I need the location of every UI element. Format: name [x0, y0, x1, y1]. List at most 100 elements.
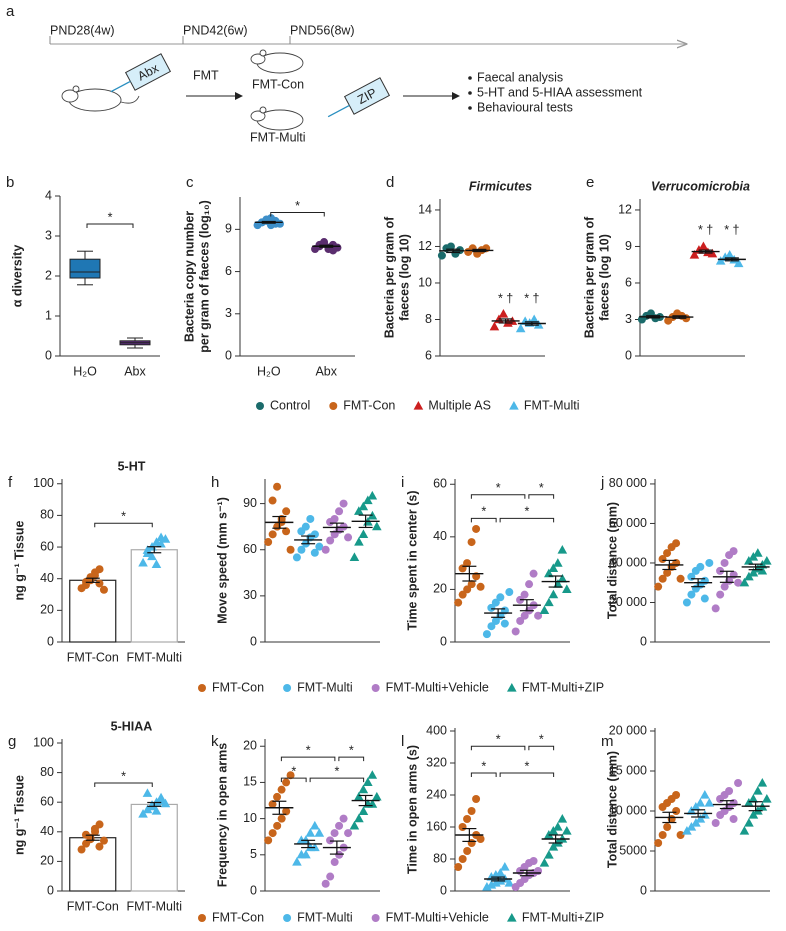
data-point	[654, 839, 663, 847]
data-point	[372, 521, 382, 531]
data-point	[354, 506, 364, 515]
y-axis-label: Time spent in center (s)	[405, 490, 419, 630]
y-tick-label: 10	[243, 811, 257, 825]
data-point	[463, 559, 472, 568]
data-point	[349, 820, 360, 830]
legend-label: FMT-Multi	[297, 910, 353, 924]
data-point	[358, 529, 369, 538]
data-point	[487, 622, 496, 631]
data-point	[711, 819, 720, 827]
y-tick-label: 160	[426, 819, 447, 833]
data-point	[663, 568, 672, 577]
data-point	[672, 791, 681, 799]
legend-marker	[198, 684, 206, 692]
bar	[69, 579, 117, 643]
chart-title: 5-HIAA	[111, 719, 153, 733]
legend-marker	[283, 914, 292, 922]
data-point	[753, 786, 763, 795]
data-point	[529, 569, 538, 578]
legend-label: Multiple AS	[428, 398, 491, 412]
panel-letter: j	[600, 474, 604, 491]
data-point	[720, 582, 729, 591]
data-point	[330, 858, 339, 867]
data-point	[268, 530, 277, 539]
data-point	[138, 809, 148, 818]
y-tick-label: 60 000	[609, 516, 647, 530]
annotation: * †	[498, 292, 513, 306]
data-point	[729, 547, 738, 556]
panel-letter: m	[601, 733, 614, 750]
data-point	[330, 514, 339, 523]
data-point	[534, 867, 543, 875]
data-point	[489, 321, 500, 331]
panel-letter: k	[211, 733, 219, 750]
data-point	[330, 829, 339, 838]
data-point	[557, 573, 568, 583]
arrow-label: FMT	[193, 68, 219, 82]
data-point	[358, 501, 369, 511]
data-point	[562, 826, 572, 835]
data-point	[138, 557, 148, 567]
data-point	[310, 842, 320, 852]
data-point	[305, 828, 316, 837]
y-tick-label: 9	[225, 222, 232, 236]
legend-marker	[413, 401, 424, 410]
y-axis-label: faeces (log 10)	[597, 234, 611, 321]
significance-bracket	[309, 777, 365, 783]
panel-letter: c	[186, 174, 194, 191]
data-point	[358, 806, 369, 815]
data-point	[349, 552, 360, 562]
data-point	[273, 792, 282, 801]
data-point	[273, 821, 282, 830]
y-tick-label: 1	[45, 308, 52, 322]
y-tick-label: 20	[40, 854, 54, 868]
data-point	[658, 555, 667, 564]
y-tick-label: 240	[426, 787, 447, 801]
data-point	[301, 849, 311, 859]
data-point	[95, 579, 104, 588]
significance-label: *	[496, 732, 501, 746]
data-point	[326, 872, 335, 881]
y-tick-label: 40	[40, 824, 54, 838]
data-point	[511, 627, 520, 636]
data-point	[372, 791, 382, 801]
data-point	[339, 499, 348, 508]
data-point	[658, 831, 667, 839]
panel-letter: h	[211, 474, 219, 491]
data-point	[476, 835, 485, 843]
data-point	[321, 879, 330, 888]
y-axis-label: Frequency in open arms	[215, 743, 229, 888]
legend-marker	[507, 683, 517, 692]
data-point	[314, 828, 325, 837]
data-point	[344, 829, 353, 838]
data-point	[562, 584, 572, 594]
data-point	[504, 878, 515, 887]
y-tick-label: 10	[418, 275, 432, 289]
data-point	[663, 549, 672, 558]
data-point	[500, 862, 510, 871]
data-point	[90, 571, 99, 580]
data-point	[498, 309, 509, 318]
y-tick-label: 0	[250, 634, 257, 648]
y-axis-label: faeces (log 10)	[397, 234, 411, 321]
y-tick-label: 80	[40, 765, 54, 779]
data-point	[151, 559, 162, 569]
y-tick-label: 12	[418, 239, 432, 253]
data-point	[95, 565, 104, 574]
significance-bracket	[86, 223, 134, 228]
data-point	[156, 538, 166, 548]
y-tick-label: 0	[440, 634, 447, 648]
data-point	[515, 323, 526, 333]
data-point	[539, 858, 550, 867]
data-point	[277, 785, 286, 794]
data-point	[367, 770, 378, 779]
data-point	[496, 593, 505, 602]
data-point	[277, 814, 286, 823]
data-point	[282, 778, 291, 787]
x-tick-label: FMT-Con	[67, 899, 119, 913]
bar	[130, 803, 178, 892]
significance-label: *	[524, 759, 529, 773]
data-point	[458, 855, 467, 863]
